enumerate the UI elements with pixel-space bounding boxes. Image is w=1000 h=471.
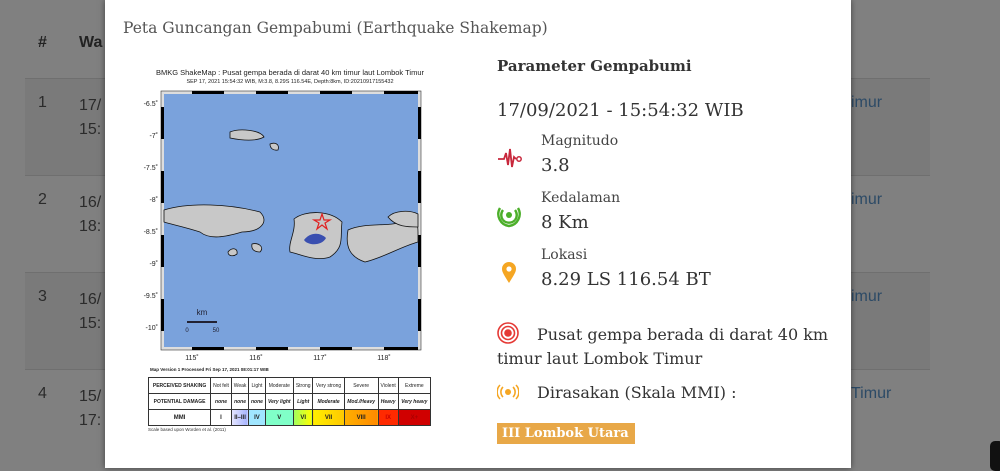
shakemap-subtitle: SEP 17, 2021 15:54:32 WIB, M:3.8, 8.29S … bbox=[186, 79, 394, 85]
epicenter-star-icon bbox=[311, 212, 333, 231]
lat-label: -7.5˚ bbox=[144, 164, 158, 172]
magnitude-value: 3.8 bbox=[541, 155, 570, 176]
shakemap-image[interactable]: BMKG ShakeMap : Pusat gempa berada di da… bbox=[130, 62, 450, 437]
shakemap-title: BMKG ShakeMap : Pusat gempa berada di da… bbox=[155, 68, 425, 77]
epicenter-description: Pusat gempa berada di darat 40 km timur … bbox=[497, 322, 847, 371]
scale-tick: 0 bbox=[185, 328, 189, 334]
location-item: Lokasi 8.29 LS 116.54 BT bbox=[497, 247, 847, 303]
lat-label: -9.5˚ bbox=[144, 292, 158, 300]
lat-label: -8.5˚ bbox=[144, 228, 158, 236]
depth-label: Kedalaman bbox=[541, 190, 621, 206]
lon-label: 117˚ bbox=[313, 354, 327, 362]
row-number: 3 bbox=[38, 288, 47, 305]
lat-label: -10˚ bbox=[146, 324, 158, 332]
location-label: Lokasi bbox=[541, 247, 588, 263]
legend-note: Scale based upon Worden et al. (2011) bbox=[148, 427, 226, 432]
magnitude-label: Magnitudo bbox=[541, 133, 619, 149]
row-location-link: imur bbox=[851, 94, 883, 111]
row-location-link: Timur bbox=[851, 385, 892, 402]
row-time: 15/17: bbox=[79, 388, 102, 429]
scale-tick: 50 bbox=[213, 328, 220, 334]
seismograph-icon bbox=[498, 148, 522, 168]
shakemap-footer: Map Version 1 Processed Fri Sep 17, 2021… bbox=[150, 367, 269, 372]
row-time: 16/18: bbox=[79, 194, 102, 235]
scale-unit: km bbox=[197, 308, 208, 317]
row-number: 4 bbox=[38, 385, 47, 402]
row-number: 1 bbox=[38, 94, 47, 111]
depth-target-icon bbox=[497, 207, 521, 228]
floating-widget-edge[interactable] bbox=[990, 441, 1000, 471]
column-header-time: Wa bbox=[79, 34, 103, 51]
depth-item: Kedalaman 8 Km bbox=[497, 190, 847, 246]
modal-title: Peta Guncangan Gempabumi (Earthquake Sha… bbox=[123, 19, 548, 37]
row-location-link: imur bbox=[851, 288, 883, 305]
row-location-link: imur bbox=[851, 191, 883, 208]
map-pin-icon bbox=[502, 262, 516, 283]
location-value: 8.29 LS 116.54 BT bbox=[541, 269, 711, 290]
lon-label: 116˚ bbox=[249, 354, 263, 362]
lon-label: 118˚ bbox=[377, 354, 391, 362]
mmi-felt-badge: III Lombok Utara bbox=[497, 423, 635, 444]
parameters-heading: Parameter Gempabumi bbox=[497, 57, 692, 75]
mmi-legend: PERCEIVED SHAKING Not felt Weak Light Modera… bbox=[147, 377, 432, 426]
row-number: 2 bbox=[38, 191, 47, 208]
lat-label: -7˚ bbox=[149, 132, 158, 140]
depth-value: 8 Km bbox=[541, 212, 589, 233]
lon-label: 115˚ bbox=[185, 354, 199, 362]
lat-label: -6.5˚ bbox=[144, 100, 158, 108]
magnitude-item: Magnitudo 3.8 bbox=[497, 133, 847, 189]
shakemap-modal: Peta Guncangan Gempabumi (Earthquake Sha… bbox=[105, 0, 851, 468]
shakemap-plot: -6.5˚ -7˚ -7.5˚ -8˚ -8.5˚ -9˚ -9.5˚ -10˚… bbox=[144, 90, 422, 362]
lat-label: -9˚ bbox=[149, 260, 158, 268]
broadcast-icon bbox=[497, 384, 519, 400]
event-datetime: 17/09/2021 - 15:54:32 WIB bbox=[497, 100, 744, 121]
row-time: 16/15: bbox=[79, 291, 102, 332]
felt-intensity-label: Dirasakan (Skala MMI) : bbox=[497, 383, 737, 402]
column-header-number: # bbox=[38, 34, 47, 51]
row-time: 17/15: bbox=[79, 97, 102, 138]
scale-bar bbox=[187, 321, 217, 323]
lat-label: -8˚ bbox=[149, 196, 158, 204]
epicenter-icon bbox=[497, 322, 519, 344]
